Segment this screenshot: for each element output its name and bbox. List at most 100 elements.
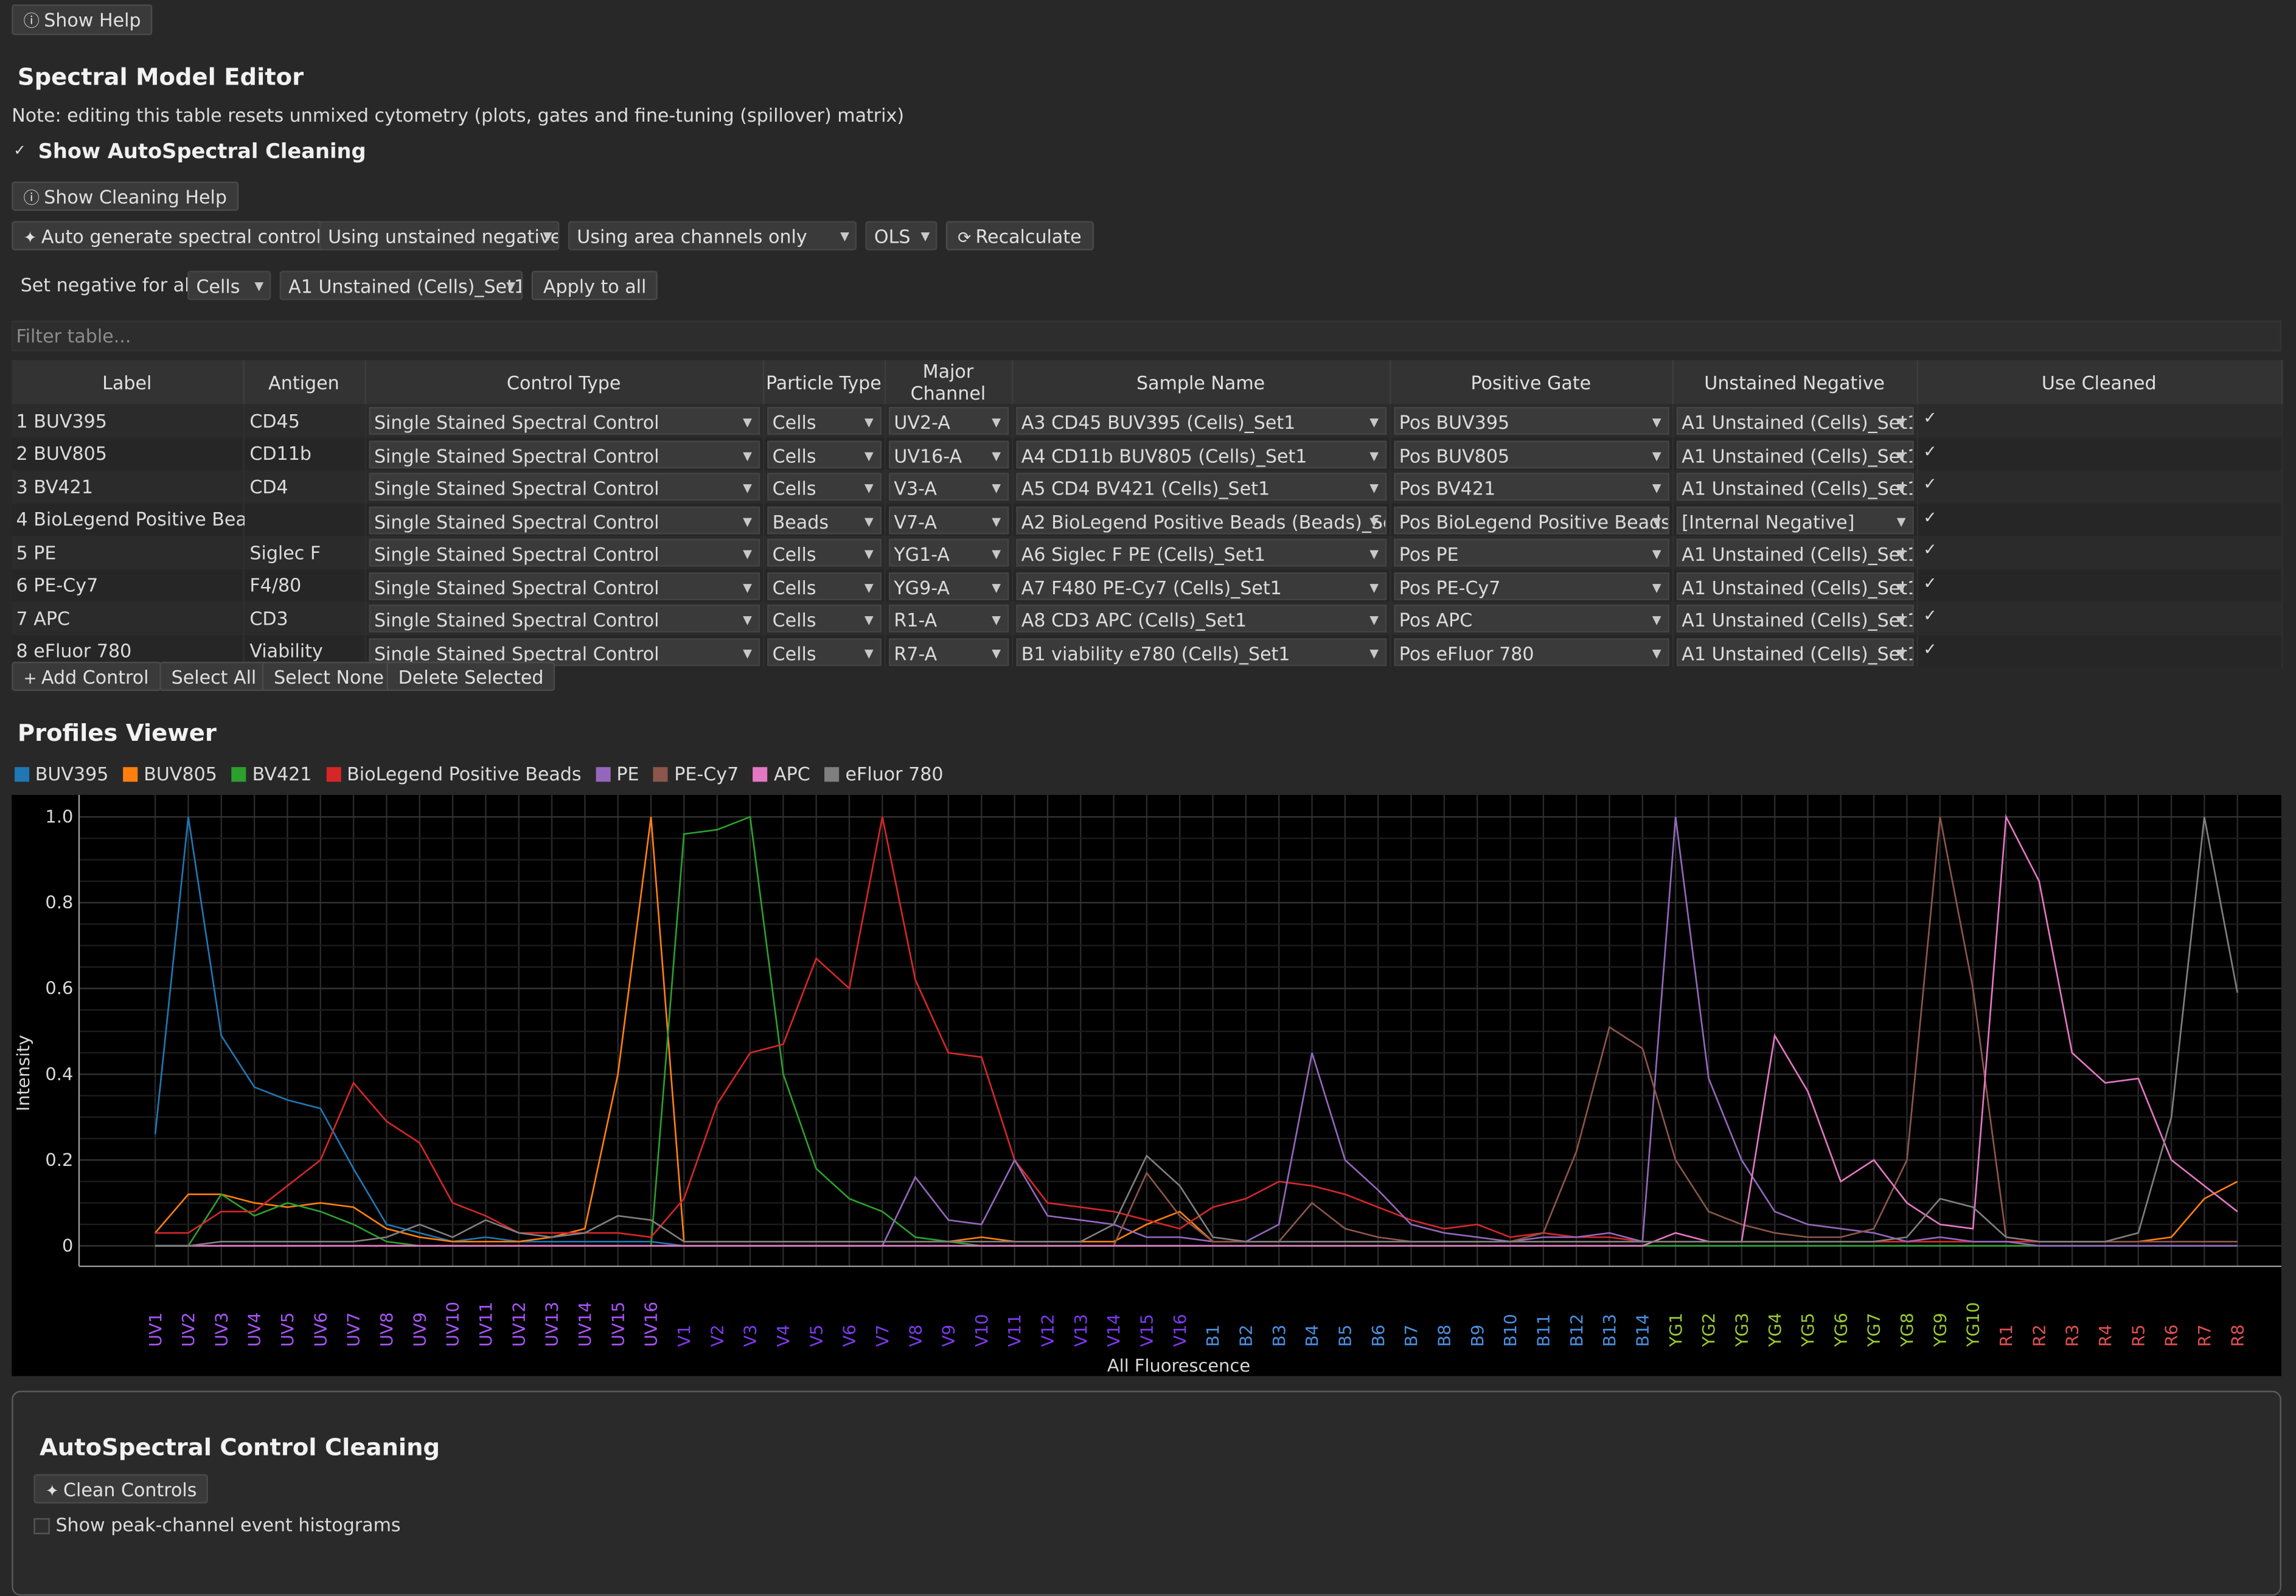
filter-input[interactable]: Filter table... bbox=[12, 321, 2281, 352]
major-channel-cell-select[interactable]: R7-A ▼ bbox=[888, 637, 1009, 665]
label-cell[interactable]: 2 BUV805 bbox=[12, 437, 244, 470]
clean-controls-button[interactable]: ✦ Clean Controls bbox=[33, 1474, 209, 1504]
unstained-negative-cell-select[interactable]: A1 Unstained (Cells)_Set1 ▼ bbox=[1675, 637, 1913, 665]
profiles-chart[interactable]: 0 0.2 0.4 0.6 0.8 1.0 Intensity UV1 UV2 UV3 UV4 UV5… bbox=[12, 794, 2281, 1376]
label-cell[interactable]: 5 PE bbox=[12, 535, 244, 569]
use-cleaned-checkbox[interactable]: ✓ bbox=[1923, 606, 1937, 625]
positive-gate-cell-select[interactable]: Pos BUV805 ▼ bbox=[1393, 440, 1669, 468]
auto-generate-button[interactable]: ✦ Auto generate spectral controls bbox=[12, 221, 343, 251]
channel-mode-select[interactable]: Using area channels only ▼ bbox=[568, 221, 857, 251]
control-type-cell-select[interactable]: Single Stained Spectral Control ▼ bbox=[368, 571, 759, 600]
legend-item[interactable]: BUV395 bbox=[15, 763, 108, 785]
antigen-cell[interactable]: CD11b bbox=[243, 437, 366, 470]
particle-type-cell-select[interactable]: Cells ▼ bbox=[767, 605, 881, 633]
unstained-negative-cell-select[interactable]: A1 Unstained (Cells)_Set1 ▼ bbox=[1675, 440, 1913, 468]
column-header[interactable]: Control Type bbox=[364, 360, 764, 404]
label-cell[interactable]: 6 PE-Cy7 bbox=[12, 569, 244, 602]
antigen-cell[interactable]: CD4 bbox=[243, 470, 366, 503]
particle-type-cell-select[interactable]: Cells ▼ bbox=[767, 637, 881, 665]
use-cleaned-checkbox[interactable]: ✓ bbox=[1923, 540, 1937, 560]
column-header[interactable]: Label bbox=[12, 360, 244, 404]
negative-mode-select[interactable]: Using unstained negative ▼ bbox=[319, 221, 560, 251]
column-header[interactable]: Positive Gate bbox=[1390, 360, 1673, 404]
unstained-negative-cell-select[interactable]: A1 Unstained (Cells)_Set1 ▼ bbox=[1675, 538, 1913, 567]
set-negative-type-select[interactable]: Cells ▼ bbox=[187, 271, 271, 300]
sample-name-cell-select[interactable]: A6 Siglec F PE (Cells)_Set1 ▼ bbox=[1015, 538, 1386, 567]
sample-name-cell-select[interactable]: B1 viability e780 (Cells)_Set1 ▼ bbox=[1015, 637, 1386, 665]
unstained-negative-cell-select[interactable]: A1 Unstained (Cells)_Set1 ▼ bbox=[1675, 407, 1913, 435]
legend-item[interactable]: BioLegend Positive Beads bbox=[326, 763, 582, 785]
column-header[interactable]: Particle Type bbox=[762, 360, 885, 404]
major-channel-cell-select[interactable]: YG1-A ▼ bbox=[888, 538, 1009, 567]
antigen-cell[interactable]: CD45 bbox=[243, 404, 366, 437]
select-all-button[interactable]: Select All bbox=[159, 661, 268, 692]
unstained-negative-cell-select[interactable]: A1 Unstained (Cells)_Set1 ▼ bbox=[1675, 605, 1913, 633]
particle-type-cell-select[interactable]: Cells ▼ bbox=[767, 440, 881, 468]
legend-item[interactable]: BUV805 bbox=[123, 763, 217, 785]
antigen-cell[interactable]: Siglec F bbox=[243, 535, 366, 569]
legend-item[interactable]: PE-Cy7 bbox=[653, 763, 739, 785]
positive-gate-cell-select[interactable]: Pos BUV395 ▼ bbox=[1393, 407, 1669, 435]
antigen-cell[interactable]: F4/80 bbox=[243, 569, 366, 602]
control-type-cell-select[interactable]: Single Stained Spectral Control ▼ bbox=[368, 407, 759, 435]
column-header[interactable]: Unstained Negative bbox=[1672, 360, 1918, 404]
positive-gate-cell-select[interactable]: Pos BV421 ▼ bbox=[1393, 473, 1669, 501]
particle-type-cell-select[interactable]: Cells ▼ bbox=[767, 473, 881, 501]
major-channel-cell-select[interactable]: UV16-A ▼ bbox=[888, 440, 1009, 468]
table-row[interactable]: 2 BUV805 CD11b Single Stained Spectral Cont… bbox=[12, 437, 2283, 470]
label-cell[interactable]: 3 BV421 bbox=[12, 470, 244, 503]
positive-gate-cell-select[interactable]: Pos PE ▼ bbox=[1393, 538, 1669, 567]
column-header[interactable]: Major Channel bbox=[884, 360, 1013, 404]
positive-gate-cell-select[interactable]: Pos APC ▼ bbox=[1393, 605, 1669, 633]
control-type-cell-select[interactable]: Single Stained Spectral Control ▼ bbox=[368, 440, 759, 468]
delete-selected-button[interactable]: Delete Selected bbox=[386, 661, 555, 692]
control-type-cell-select[interactable]: Single Stained Spectral Control ▼ bbox=[368, 538, 759, 567]
antigen-cell[interactable]: CD3 bbox=[243, 602, 366, 635]
use-cleaned-checkbox[interactable]: ✓ bbox=[1923, 474, 1937, 494]
set-negative-sample-select[interactable]: A1 Unstained (Cells)_Set1 ▼ bbox=[279, 271, 523, 300]
table-row[interactable]: 4 BioLegend Positive Beads Single Stained … bbox=[12, 502, 2283, 536]
control-type-cell-select[interactable]: Single Stained Spectral Control ▼ bbox=[368, 505, 759, 534]
unstained-negative-cell-select[interactable]: [Internal Negative] ▼ bbox=[1675, 505, 1913, 534]
use-cleaned-checkbox[interactable]: ✓ bbox=[1923, 408, 1937, 428]
apply-to-all-button[interactable]: Apply to all bbox=[531, 271, 658, 300]
show-cleaning-help-button[interactable]: ⓘ Show Cleaning Help bbox=[12, 181, 239, 211]
legend-item[interactable]: APC bbox=[753, 763, 810, 785]
table-row[interactable]: 6 PE-Cy7 F4/80 Single Stained Spectral Cont… bbox=[12, 569, 2283, 602]
unstained-negative-cell-select[interactable]: A1 Unstained (Cells)_Set1 ▼ bbox=[1675, 473, 1913, 501]
positive-gate-cell-select[interactable]: Pos PE-Cy7 ▼ bbox=[1393, 571, 1669, 600]
table-row[interactable]: 7 APC CD3 Single Stained Spectral Control ▼ C… bbox=[12, 602, 2283, 635]
column-header[interactable]: Antigen bbox=[243, 360, 366, 404]
table-row[interactable]: 5 PE Siglec F Single Stained Spectral Contr… bbox=[12, 535, 2283, 569]
show-cleaning-checkbox[interactable]: ✓ bbox=[13, 143, 26, 160]
show-help-button[interactable]: ⓘ Show Help bbox=[12, 4, 153, 35]
particle-type-cell-select[interactable]: Cells ▼ bbox=[767, 538, 881, 567]
control-type-cell-select[interactable]: Single Stained Spectral Control ▼ bbox=[368, 637, 759, 665]
column-header[interactable]: Sample Name bbox=[1012, 360, 1391, 404]
label-cell[interactable]: 7 APC bbox=[12, 602, 244, 635]
show-histograms-checkbox[interactable] bbox=[33, 1518, 50, 1535]
add-control-button[interactable]: + Add Control bbox=[12, 661, 161, 692]
control-type-cell-select[interactable]: Single Stained Spectral Control ▼ bbox=[368, 605, 759, 633]
label-cell[interactable]: 4 BioLegend Positive Beads bbox=[12, 502, 268, 536]
label-cell[interactable]: 1 BUV395 bbox=[12, 404, 244, 437]
positive-gate-cell-select[interactable]: Pos eFluor 780 ▼ bbox=[1393, 637, 1669, 665]
particle-type-cell-select[interactable]: Beads ▼ bbox=[767, 505, 881, 534]
legend-item[interactable]: eFluor 780 bbox=[824, 763, 944, 785]
table-row[interactable]: 1 BUV395 CD45 Single Stained Spectral Contr… bbox=[12, 404, 2283, 437]
select-none-button[interactable]: Select None bbox=[262, 661, 396, 692]
particle-type-cell-select[interactable]: Cells ▼ bbox=[767, 407, 881, 435]
sample-name-cell-select[interactable]: A4 CD11b BUV805 (Cells)_Set1 ▼ bbox=[1015, 440, 1386, 468]
control-type-cell-select[interactable]: Single Stained Spectral Control ▼ bbox=[368, 473, 759, 501]
major-channel-cell-select[interactable]: V7-A ▼ bbox=[888, 505, 1009, 534]
column-header[interactable]: Use Cleaned bbox=[1916, 360, 2283, 404]
sample-name-cell-select[interactable]: A3 CD45 BUV395 (Cells)_Set1 ▼ bbox=[1015, 407, 1386, 435]
method-select[interactable]: OLS ▼ bbox=[865, 221, 938, 251]
use-cleaned-checkbox[interactable]: ✓ bbox=[1923, 507, 1937, 527]
legend-item[interactable]: PE bbox=[596, 763, 639, 785]
major-channel-cell-select[interactable]: V3-A ▼ bbox=[888, 473, 1009, 501]
legend-item[interactable]: BV421 bbox=[231, 763, 311, 785]
use-cleaned-checkbox[interactable]: ✓ bbox=[1923, 573, 1937, 592]
major-channel-cell-select[interactable]: YG9-A ▼ bbox=[888, 571, 1009, 600]
use-cleaned-checkbox[interactable]: ✓ bbox=[1923, 441, 1937, 460]
